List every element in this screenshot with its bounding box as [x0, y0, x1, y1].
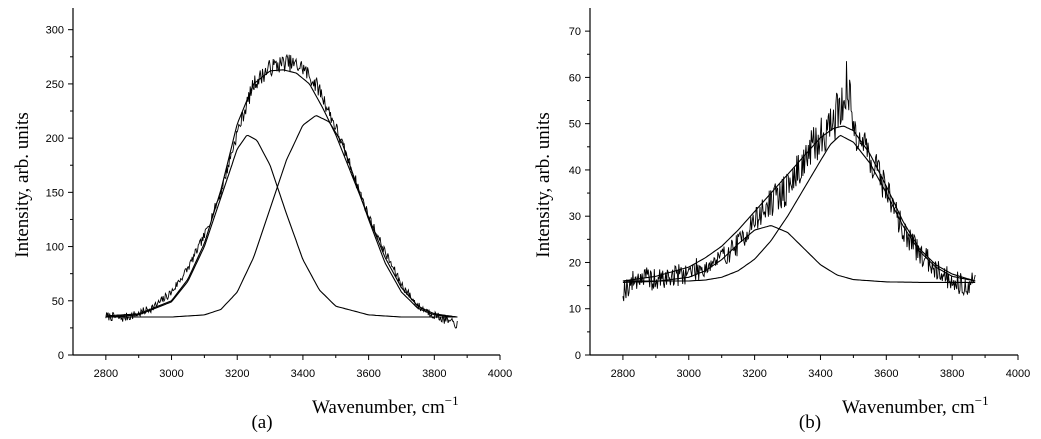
y-axis-title: Intensity, arb. units: [12, 112, 33, 257]
x-axis-title: Wavenumber, cm−1: [312, 393, 459, 418]
y-tick-label: 60: [569, 72, 581, 84]
x-tick-label: 3600: [874, 368, 898, 380]
x-tick-label: 2800: [611, 368, 635, 380]
y-tick-label: 50: [52, 296, 64, 308]
panel-a: 2800 3000 3200 3400 3600 3800 4000 0 50 100 150 200…: [12, 8, 512, 433]
x-tick-label: 3600: [356, 368, 380, 380]
y-tick-label: 30: [569, 211, 581, 223]
y-tick-label: 70: [569, 26, 581, 38]
x-tick-label: 3400: [291, 368, 315, 380]
y-tick-label: 40: [569, 165, 581, 177]
y-tick-label: 0: [58, 350, 64, 362]
x-tick-label: 2800: [94, 368, 118, 380]
y-tick-label: 200: [46, 133, 64, 145]
fit-component-line-1: [105, 134, 458, 318]
fit-sum-line: [105, 69, 458, 318]
panel-label: (a): [251, 412, 272, 433]
x-tick-label: 3000: [677, 368, 701, 380]
x-tick-label: 4000: [488, 368, 512, 380]
fit-sum-line: [622, 125, 976, 282]
panel-label: (b): [799, 412, 821, 433]
y-tick-label: 0: [575, 350, 581, 362]
x-tick-label: 3800: [422, 368, 446, 380]
panel-b: 2800 3000 3200 3400 3600 3800 4000 0 10 20 30 40 50 6…: [533, 8, 1030, 433]
x-tick-label: 3200: [225, 368, 249, 380]
measured-spectrum-line: [622, 61, 976, 302]
measured-spectrum-line: [105, 53, 458, 329]
x-tick-label: 3800: [940, 368, 964, 380]
y-tick-label: 250: [46, 79, 64, 91]
y-tick-label: 10: [569, 304, 581, 316]
x-axis-title: Wavenumber, cm−1: [842, 393, 989, 418]
fit-component-line-2: [622, 134, 976, 282]
x-tick-label: 3200: [742, 368, 766, 380]
y-axis-title: Intensity, arb. units: [533, 112, 554, 257]
fit-component-line-2: [105, 115, 458, 318]
y-tick-label: 20: [569, 257, 581, 269]
y-tick-label: 50: [569, 119, 581, 131]
x-tick-label: 4000: [1006, 368, 1030, 380]
y-tick-label: 150: [46, 187, 64, 199]
y-tick-label: 300: [46, 25, 64, 37]
x-tick-label: 3000: [159, 368, 183, 380]
x-tick-label: 3400: [808, 368, 832, 380]
y-tick-label: 100: [46, 242, 64, 254]
fit-component-line-1: [622, 225, 976, 283]
